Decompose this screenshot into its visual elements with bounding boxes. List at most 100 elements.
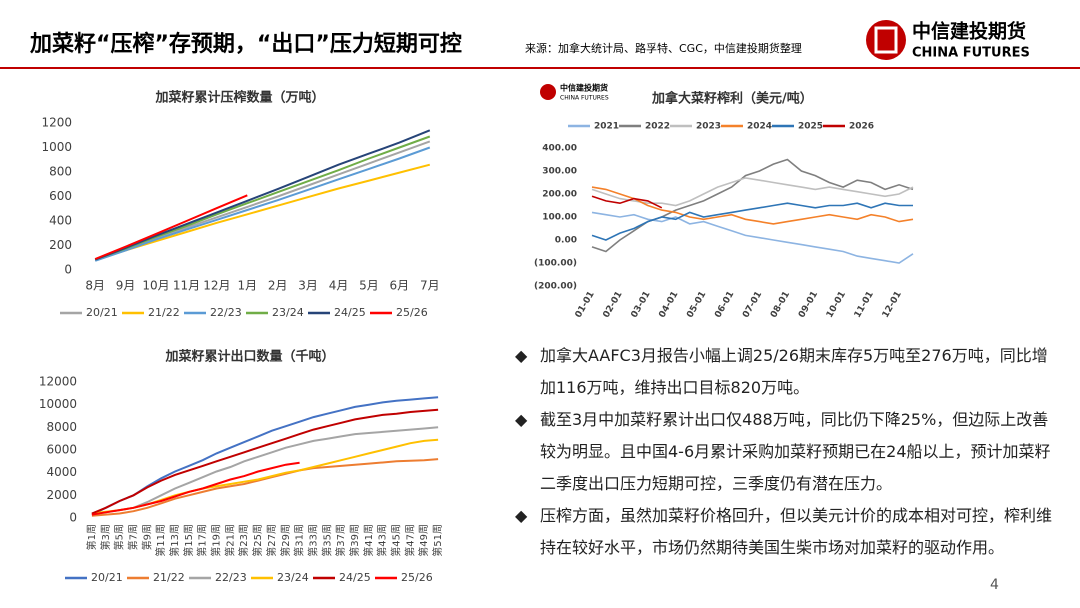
legend-label: 2026: [849, 122, 874, 132]
source: 来源：加拿大统计局、路孚特、CGC，中信建投期货整理: [525, 41, 802, 55]
x-tick-label: 第9周: [140, 524, 153, 550]
series-line: [94, 163, 431, 261]
x-tick-label: 7月: [420, 279, 440, 293]
legend-label: 21/22: [148, 306, 180, 319]
x-tick-label: 第49周: [417, 524, 430, 557]
series-line: [94, 135, 431, 261]
legend-label: 25/26: [396, 306, 428, 319]
y-tick-label: (100.00): [534, 259, 577, 269]
x-tick-label: 第21周: [223, 524, 236, 557]
bullet-icon: ◆: [515, 410, 528, 429]
legend-label: 2021: [594, 122, 619, 132]
x-tick-label: 第47周: [403, 524, 416, 557]
x-tick-label: 6月: [390, 279, 410, 293]
x-tick-label: 第7周: [126, 524, 139, 550]
y-tick-label: 600: [49, 189, 72, 203]
legend-label: 25/26: [401, 571, 433, 584]
x-tick-label: 第31周: [293, 524, 306, 557]
x-tick-label: 第43周: [376, 524, 389, 557]
x-tick-label: 03-01: [630, 290, 653, 320]
logo-cn: 中信建投期货: [912, 20, 1026, 43]
x-tick-label: 1月: [237, 279, 257, 293]
x-tick-label: 第45周: [390, 524, 403, 557]
y-tick-label: 200.00: [542, 190, 577, 200]
legend-label: 2023: [696, 122, 721, 132]
legend-label: 20/21: [91, 571, 123, 584]
legend-label: 2025: [798, 122, 823, 132]
y-tick-label: 2000: [46, 488, 77, 502]
series-line: [94, 146, 431, 262]
x-tick-label: 10月: [142, 279, 169, 293]
x-tick-label: 第25周: [251, 524, 264, 557]
legend-label: 21/22: [153, 571, 185, 584]
x-tick-label: 第11周: [154, 524, 167, 557]
x-tick-label: 3月: [298, 279, 318, 293]
x-tick-label: 第27周: [265, 524, 278, 557]
y-tick-label: 4000: [46, 465, 77, 479]
x-tick-label: 第5周: [113, 524, 126, 550]
legend-label: 20/21: [86, 306, 118, 319]
series-line: [591, 211, 914, 264]
x-tick-label: 第1周: [85, 524, 98, 550]
series-line: [94, 194, 248, 260]
x-tick-label: 第29周: [279, 524, 292, 557]
series-line: [91, 426, 439, 516]
chart-logo-mark: [540, 84, 556, 100]
x-tick-label: 04-01: [657, 290, 680, 320]
series-line: [91, 438, 439, 515]
page-number: 4: [990, 577, 999, 593]
x-tick-label: 第35周: [320, 524, 333, 557]
x-tick-label: 第39周: [348, 524, 361, 557]
bullet-text: 压榨方面，虽然加菜籽价格回升，但以美元计价的成本相对可控，榨利维持在较好水平，市…: [540, 506, 1053, 557]
x-tick-label: 01-01: [574, 290, 597, 320]
y-tick-label: 100.00: [542, 213, 577, 223]
y-tick-label: (200.00): [534, 282, 577, 292]
bullet: ◆ 压榨方面，虽然加菜籽价格回升，但以美元计价的成本相对可控，榨利维持在较好水平，…: [515, 500, 1055, 564]
x-tick-label: 2月: [268, 279, 288, 293]
y-tick-label: 400.00: [542, 144, 577, 154]
x-tick-label: 11月: [173, 279, 200, 293]
y-tick-label: 300.00: [542, 167, 577, 177]
logo-mark: [874, 26, 898, 54]
y-tick-label: 8000: [46, 420, 77, 434]
series-line: [591, 195, 663, 209]
x-tick-label: 5月: [359, 279, 379, 293]
legend-label: 22/23: [215, 571, 247, 584]
x-tick-label: 8月: [85, 279, 105, 293]
series-line: [91, 396, 439, 516]
x-tick-label: 06-01: [713, 290, 736, 320]
bullet-icon: ◆: [515, 506, 528, 525]
series-line: [91, 458, 439, 517]
y-tick-label: 1000: [41, 140, 72, 154]
x-tick-label: 02-01: [602, 290, 625, 320]
series-line: [591, 177, 914, 207]
x-tick-label: 09-01: [797, 290, 820, 320]
chart-title: 加菜籽累计压榨数量（万吨）: [154, 90, 324, 106]
y-tick-label: 400: [49, 214, 72, 228]
x-tick-label: 10-01: [825, 290, 848, 320]
y-tick-label: 10000: [39, 397, 77, 411]
x-tick-label: 第51周: [431, 524, 444, 557]
x-tick-label: 08-01: [769, 290, 792, 320]
y-tick-label: 12000: [39, 375, 77, 389]
x-tick-label: 9月: [116, 279, 136, 293]
legend-label: 2024: [747, 122, 772, 132]
x-tick-label: 05-01: [685, 290, 708, 320]
series-line: [591, 202, 913, 241]
x-tick-label: 第37周: [334, 524, 347, 557]
x-tick-label: 12-01: [881, 290, 904, 320]
x-tick-label: 第17周: [196, 524, 209, 557]
x-tick-label: 第15周: [182, 524, 195, 557]
slide-title: 加菜籽“压榨”存预期，“出口”压力短期可控: [29, 31, 462, 57]
x-tick-label: 07-01: [741, 290, 764, 320]
logo: [866, 20, 906, 60]
y-tick-label: 0.00: [555, 236, 577, 246]
logo-mark: [866, 20, 906, 60]
bullet: ◆ 加拿大AAFC3月报告小幅上调25/26期末库存5万吨至276万吨，同比增加1…: [515, 340, 1055, 404]
legend-label: 22/23: [210, 306, 242, 319]
logo-en: CHINA FUTURES: [912, 46, 1030, 61]
series-line: [591, 186, 914, 225]
x-tick-label: 第33周: [306, 524, 319, 557]
